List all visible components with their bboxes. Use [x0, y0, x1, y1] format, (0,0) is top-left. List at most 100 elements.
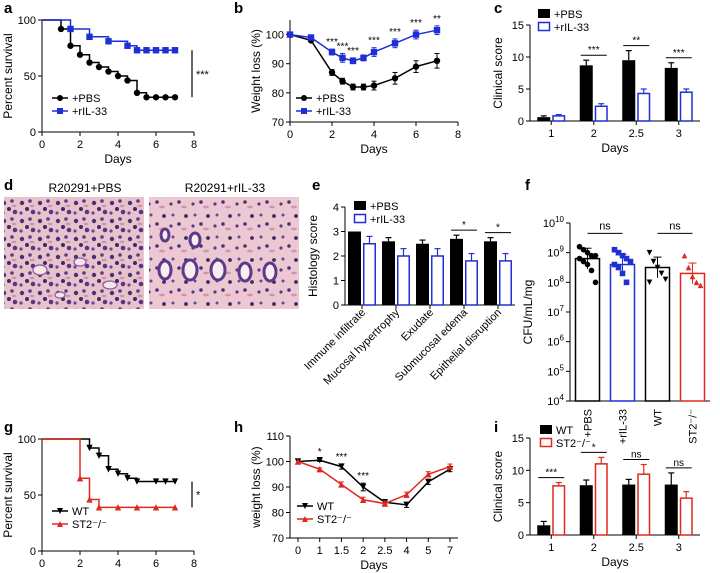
- legend-swatch: [537, 21, 551, 32]
- data-point: [611, 261, 618, 268]
- significance-label: ***: [337, 42, 349, 53]
- panel-h-ytick-label: 90: [272, 482, 284, 494]
- data-point: [86, 33, 93, 40]
- legend-marker: [57, 108, 63, 114]
- data-point: [412, 31, 420, 38]
- data-point: [316, 465, 323, 473]
- series-line-+PBS: [289, 33, 438, 88]
- panel-b-ytick-label: 70: [272, 117, 284, 129]
- ylabel: CFU/mL/mg: [521, 280, 535, 345]
- data-point: [576, 255, 583, 262]
- panel-a-ylabel: Percent survival: [1, 33, 15, 118]
- legend-marker: [302, 516, 308, 522]
- ytick-label: 108: [547, 274, 564, 289]
- data-point: [162, 478, 169, 485]
- data-point: [433, 57, 441, 64]
- xtick-label: 1: [548, 542, 554, 554]
- panel-e-ytick-label: 2: [333, 251, 339, 263]
- legend-label: WT: [556, 425, 573, 437]
- legend-marker: [57, 95, 63, 101]
- panel-i-ytick-label: 5: [518, 498, 524, 510]
- data-point: [162, 94, 169, 101]
- xtick-label: 4: [371, 129, 377, 141]
- bar-+rIL-33: [499, 260, 512, 306]
- panel-c-ytick-label: 0: [518, 116, 524, 128]
- data-point: [654, 264, 661, 271]
- legend-label: +rIL-33: [370, 214, 405, 226]
- xtick-label: 3: [676, 542, 682, 554]
- data-point: [693, 279, 700, 286]
- panel-b-ytick-label: 90: [272, 59, 284, 71]
- data-point: [349, 57, 357, 64]
- data-point: [391, 75, 399, 82]
- panel-letter-b: b: [234, 0, 243, 17]
- xtick-label: 2.5: [629, 542, 644, 554]
- data-point: [403, 491, 410, 498]
- panel-e-ytick-label: 3: [333, 227, 339, 239]
- xtick-label: 1: [317, 545, 323, 557]
- significance-label: *: [462, 220, 466, 231]
- data-point: [584, 249, 591, 256]
- series-line-+rIL-33: [42, 19, 175, 51]
- bar-+rIL-33: [679, 91, 693, 122]
- data-point: [360, 54, 367, 62]
- data-point: [133, 478, 141, 485]
- chart-c: 0 5 10 15 Clinical score 1 2 *** 2.5 ** 3 *** Days +P…: [491, 9, 700, 155]
- data-point: [615, 249, 622, 256]
- significance-label: **: [632, 36, 640, 47]
- data-point: [95, 63, 103, 71]
- panel-i-ylabel: Clinical score: [491, 450, 505, 522]
- xlabel: Days: [360, 142, 387, 156]
- bar-WT: [644, 266, 671, 402]
- legend-label: +PBS: [72, 93, 100, 105]
- xtick-label: ST2⁻/⁻: [688, 409, 700, 444]
- data-point: [658, 270, 665, 277]
- legend-label: +PBS: [554, 9, 582, 21]
- significance-label: ***: [545, 468, 557, 479]
- histology-title-pbs: R20291+PBS: [48, 181, 121, 195]
- histology-image-ril33: [149, 197, 299, 309]
- bar-+PBS: [537, 117, 551, 121]
- panel-i-ytick-label: 15: [512, 433, 524, 445]
- xtick-label: 8: [191, 139, 197, 151]
- bar-ST2⁻/⁻: [552, 485, 566, 536]
- data-point: [615, 264, 622, 271]
- xtick-label: 3: [676, 128, 682, 140]
- xtick-label: 2: [329, 129, 335, 141]
- data-point: [133, 47, 141, 54]
- xtick-label: +rIL-33: [618, 409, 630, 444]
- legend-label: +PBS: [370, 201, 398, 213]
- xtick-label: 4: [115, 558, 121, 570]
- bar-+rIL-33: [609, 263, 636, 402]
- legend-swatch: [354, 201, 366, 210]
- data-point: [95, 452, 103, 459]
- data-point: [391, 40, 399, 47]
- panel-h-ytick-label: 110: [266, 431, 284, 443]
- xtick-label: 0: [39, 558, 45, 570]
- xtick-label: 1: [548, 128, 554, 140]
- ytick-label: 104: [547, 393, 564, 408]
- bar-+PBS: [416, 243, 429, 305]
- significance-label: *: [196, 489, 201, 501]
- data-point: [162, 47, 169, 54]
- panel-c-ytick-label: 10: [512, 52, 524, 64]
- ytick-label: 107: [547, 304, 564, 319]
- bar-+rIL-33: [397, 255, 410, 306]
- data-point: [446, 463, 454, 470]
- data-point: [328, 48, 336, 56]
- bar-+rIL-33: [465, 260, 478, 306]
- xlabel: Days: [601, 555, 628, 569]
- panel-h-ytick-label: 80: [272, 508, 284, 520]
- chart-f: 104 105 106 107 108 109 1010 CFU/mL/mg +PBS +rIL-…: [521, 215, 710, 444]
- significance-label: ns: [673, 458, 684, 469]
- data-point: [662, 276, 669, 283]
- data-point: [359, 496, 367, 503]
- data-point: [86, 59, 93, 66]
- data-point: [381, 500, 389, 507]
- legend-label: WT: [317, 501, 334, 513]
- xtick-label: 2.5: [377, 545, 392, 557]
- xtick-label: 0: [39, 139, 45, 151]
- panel-b-ytick-label: 80: [272, 88, 284, 100]
- data-point: [646, 249, 653, 256]
